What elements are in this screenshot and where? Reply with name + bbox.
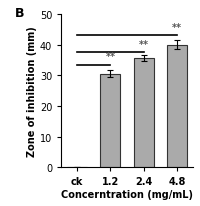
Text: **: ** xyxy=(139,40,149,50)
Text: **: ** xyxy=(172,23,182,33)
Bar xyxy=(134,59,154,167)
Bar xyxy=(100,74,120,167)
Y-axis label: Zone of inhibition (mm): Zone of inhibition (mm) xyxy=(27,26,37,156)
Text: **: ** xyxy=(105,52,115,62)
Text: B: B xyxy=(15,7,25,20)
X-axis label: Concerntration (mg/mL): Concerntration (mg/mL) xyxy=(61,189,193,199)
Bar xyxy=(167,45,187,167)
